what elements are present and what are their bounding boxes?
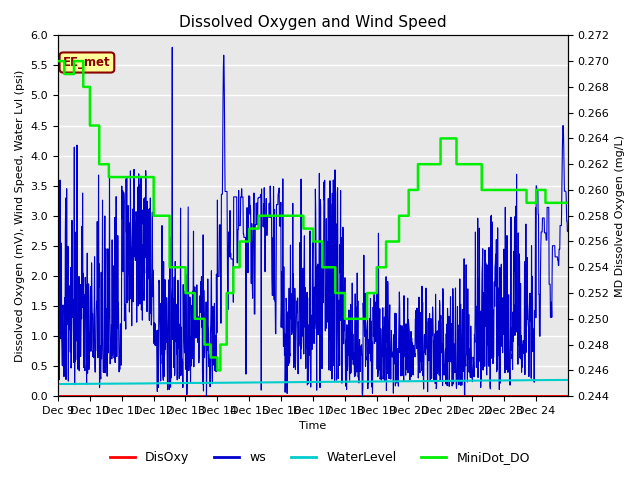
Text: EE_met: EE_met <box>63 56 111 69</box>
Legend: DisOxy, ws, WaterLevel, MiniDot_DO: DisOxy, ws, WaterLevel, MiniDot_DO <box>105 446 535 469</box>
Title: Dissolved Oxygen and Wind Speed: Dissolved Oxygen and Wind Speed <box>179 15 447 30</box>
Y-axis label: Dissolved Oxygen (mV), Wind Speed, Water Lvl (psi): Dissolved Oxygen (mV), Wind Speed, Water… <box>15 70 25 362</box>
X-axis label: Time: Time <box>300 421 326 432</box>
Y-axis label: MD Dissolved Oxygen (mg/L): MD Dissolved Oxygen (mg/L) <box>615 135 625 297</box>
